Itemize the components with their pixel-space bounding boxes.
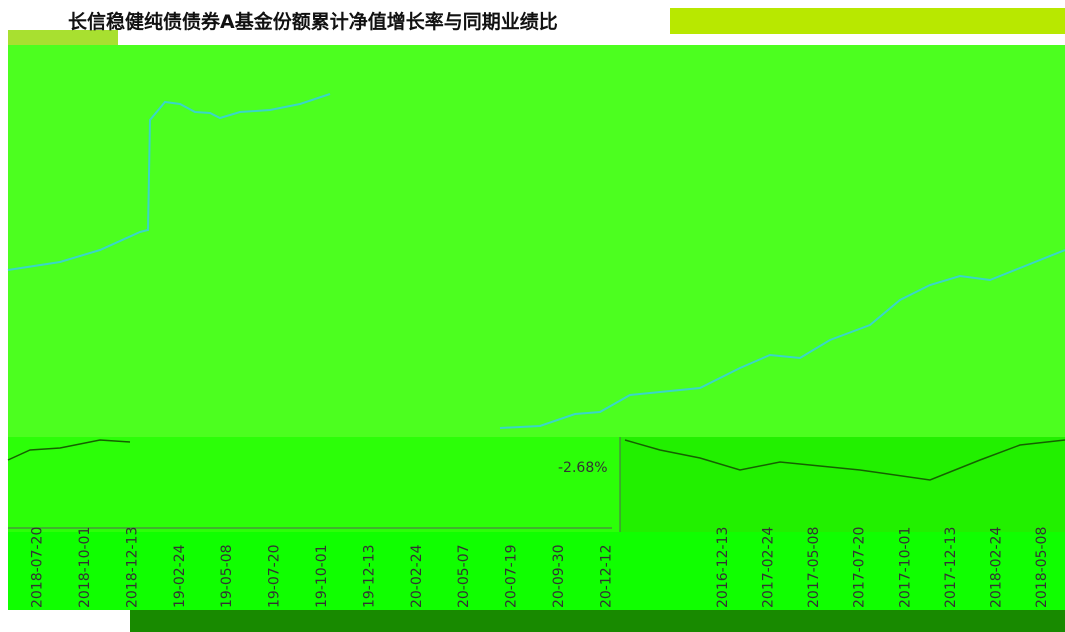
- x-tick-label: 2017-10-01: [897, 527, 913, 608]
- line-upper-left: [7, 93, 331, 271]
- x-tick-label: 19-10-01: [314, 544, 330, 608]
- x-tick-label: 20-07-19: [504, 544, 520, 608]
- x-tick-label: 19-02-24: [172, 544, 188, 608]
- noise-band: [8, 30, 118, 48]
- axis-band: [8, 532, 1065, 610]
- right-panel: [620, 437, 1065, 532]
- x-tick-label: 2017-02-24: [760, 527, 776, 608]
- x-tick-label: 2018-05-08: [1034, 527, 1050, 608]
- line-lower-right: [624, 439, 1065, 481]
- line-lower-left: [7, 439, 131, 461]
- x-tick-label: 2018-10-01: [77, 527, 93, 608]
- x-tick-label: 20-02-24: [409, 544, 425, 608]
- x-tick-label: 2018-12-13: [124, 527, 140, 608]
- x-tick-label: 2017-05-08: [806, 527, 822, 608]
- x-tick-label: 2016-12-13: [715, 527, 731, 608]
- bottom-band: [130, 610, 1065, 632]
- annotation: -2.68%: [558, 460, 608, 476]
- line-upper-right: [499, 249, 1065, 429]
- x-tick-label: 2017-07-20: [852, 527, 868, 608]
- x-tick-label: 2017-12-13: [943, 527, 959, 608]
- left-panel: [8, 437, 620, 532]
- x-tick-label: 2018-02-24: [989, 527, 1005, 608]
- x-tick-label: 19-12-13: [361, 544, 377, 608]
- chart-area-upper: [8, 45, 1065, 437]
- x-tick-label: 20-09-30: [551, 544, 567, 608]
- x-tick-label: 19-05-08: [219, 544, 235, 608]
- title: 长信稳健纯债债券A基金份额累计净值增长率与同期业绩比: [68, 10, 558, 33]
- noise-band: [670, 8, 1065, 34]
- x-tick-label: 19-07-20: [267, 544, 283, 608]
- x-tick-label: 20-05-07: [456, 544, 472, 608]
- x-tick-label: 2018-07-20: [30, 527, 46, 608]
- x-tick-label: 20-12-12: [598, 544, 614, 608]
